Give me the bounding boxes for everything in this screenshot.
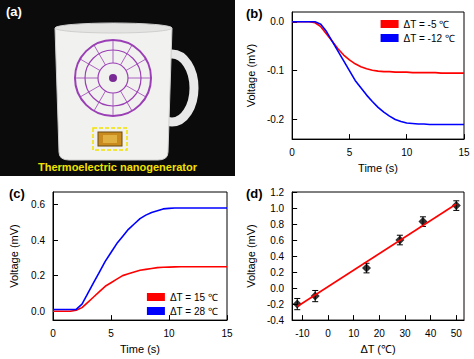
svg-text:10: 10	[401, 147, 413, 158]
svg-text:0.6: 0.6	[31, 199, 45, 210]
svg-text:40: 40	[425, 328, 437, 339]
svg-text:Voltage (mV): Voltage (mV)	[8, 224, 20, 288]
svg-text:0: 0	[289, 147, 295, 158]
svg-text:-0.2: -0.2	[267, 114, 285, 125]
svg-text:(c): (c)	[9, 186, 25, 201]
svg-text:-0.2: -0.2	[267, 299, 285, 310]
svg-text:0.6: 0.6	[270, 235, 284, 246]
svg-text:5: 5	[347, 147, 353, 158]
svg-text:20: 20	[374, 328, 386, 339]
svg-text:(d): (d)	[246, 186, 263, 201]
svg-text:-0.4: -0.4	[267, 315, 285, 326]
svg-text:(a): (a)	[6, 4, 22, 19]
svg-text:1.2: 1.2	[270, 187, 284, 198]
svg-text:30: 30	[399, 328, 411, 339]
svg-text:15: 15	[221, 328, 233, 339]
svg-text:Time (s): Time (s)	[120, 343, 160, 355]
svg-text:0.4: 0.4	[31, 235, 45, 246]
svg-text:Time (s): Time (s)	[358, 162, 398, 174]
svg-text:0.0: 0.0	[270, 16, 284, 27]
svg-text:5: 5	[108, 328, 114, 339]
svg-text:(b): (b)	[246, 6, 263, 21]
svg-text:Voltage (mV): Voltage (mV)	[245, 44, 257, 108]
svg-text:-0.1: -0.1	[267, 65, 285, 76]
svg-text:50: 50	[451, 328, 463, 339]
svg-text:-10: -10	[295, 328, 310, 339]
svg-text:0: 0	[50, 328, 56, 339]
svg-text:0.8: 0.8	[270, 219, 284, 230]
svg-text:1.0: 1.0	[270, 203, 284, 214]
svg-text:10: 10	[348, 328, 360, 339]
svg-text:ΔT = 28 ℃: ΔT = 28 ℃	[170, 306, 218, 317]
svg-text:ΔT = -5 ℃: ΔT = -5 ℃	[404, 19, 450, 30]
svg-text:Voltage (mV): Voltage (mV)	[245, 224, 257, 288]
svg-text:15: 15	[458, 147, 470, 158]
svg-text:10: 10	[163, 328, 175, 339]
svg-text:ΔT = -12 ℃: ΔT = -12 ℃	[404, 33, 455, 44]
svg-text:0.4: 0.4	[270, 251, 284, 262]
svg-text:0.2: 0.2	[270, 267, 284, 278]
svg-text:0.2: 0.2	[31, 270, 45, 281]
svg-text:0: 0	[325, 328, 331, 339]
svg-text:0.0: 0.0	[270, 283, 284, 294]
svg-text:ΔT = 15 ℃: ΔT = 15 ℃	[170, 292, 218, 303]
svg-text:0.0: 0.0	[31, 306, 45, 317]
svg-text:Thermoelectric nanogenerator: Thermoelectric nanogenerator	[38, 161, 198, 173]
svg-text:ΔT (℃): ΔT (℃)	[360, 343, 395, 355]
